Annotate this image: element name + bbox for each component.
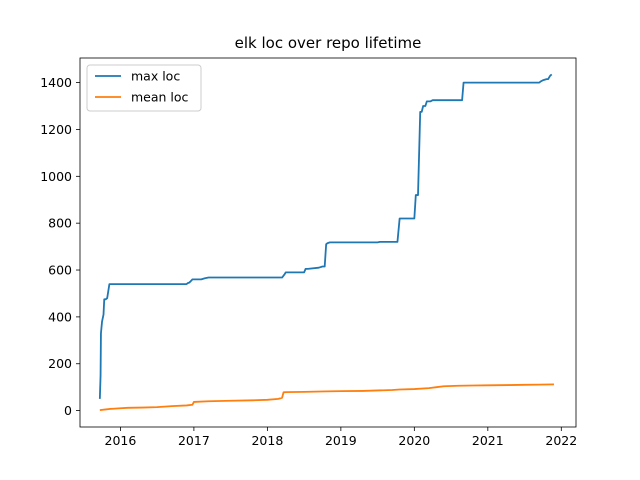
x-tick-label: 2022	[545, 433, 577, 448]
x-tick-label: 2016	[105, 433, 137, 448]
y-tick-label: 400	[48, 309, 72, 324]
y-tick-label: 200	[48, 356, 72, 371]
y-axis: 0 200 400 600 800 1000 1200 1400	[40, 75, 80, 418]
legend-label-max-loc: max loc	[131, 69, 180, 84]
x-tick-label: 2017	[178, 433, 210, 448]
x-tick-label: 2019	[325, 433, 357, 448]
series-line-mean-loc	[99, 383, 554, 412]
series-layer	[98, 73, 554, 412]
legend-label-mean-loc: mean loc	[131, 90, 189, 105]
y-tick-label: 0	[64, 403, 72, 418]
plot-frame	[79, 57, 577, 428]
legend: max loc mean loc	[86, 64, 202, 112]
y-tick-label: 600	[48, 263, 72, 278]
x-tick-label: 2021	[472, 433, 504, 448]
y-tick-label: 1000	[40, 169, 72, 184]
x-tick-label: 2020	[398, 433, 430, 448]
y-tick-label: 1200	[40, 122, 72, 137]
chart-title: elk loc over repo lifetime	[235, 34, 422, 52]
x-axis: 2016 2017 2018 2019 2020 2021 2022	[105, 427, 577, 448]
x-tick-label: 2018	[251, 433, 283, 448]
series-line-max-loc	[98, 73, 553, 399]
y-tick-label: 1400	[40, 75, 72, 90]
y-tick-label: 800	[48, 216, 72, 231]
